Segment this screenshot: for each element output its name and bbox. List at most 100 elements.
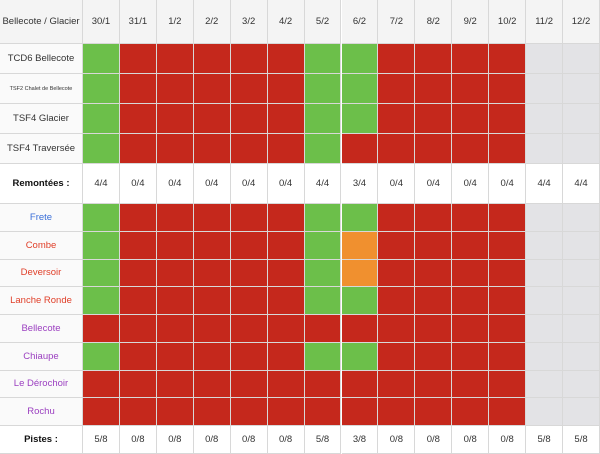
summary-value: 0/8 xyxy=(415,426,453,454)
status-cell xyxy=(452,204,490,232)
status-cell xyxy=(304,231,342,260)
status-cell xyxy=(452,259,490,288)
status-cell xyxy=(378,259,416,288)
status-cell xyxy=(341,231,379,260)
summary-value: 0/4 xyxy=(378,164,416,204)
status-cell xyxy=(415,259,453,288)
status-cell xyxy=(193,231,231,260)
status-cell xyxy=(230,134,268,164)
status-cell xyxy=(267,370,305,399)
summary-value: 5/8 xyxy=(563,426,600,454)
status-cell xyxy=(489,74,527,104)
status-cell xyxy=(489,342,527,371)
status-cell xyxy=(415,74,453,104)
status-cell xyxy=(156,74,194,104)
status-cell xyxy=(526,287,564,315)
status-cell xyxy=(452,315,490,343)
status-cell xyxy=(304,315,342,343)
status-cell xyxy=(378,231,416,260)
status-cell xyxy=(304,134,342,164)
status-cell xyxy=(267,231,305,260)
status-cell xyxy=(415,342,453,371)
status-cell xyxy=(267,259,305,288)
trail-name: Rochu xyxy=(0,398,83,426)
date-header: 31/1 xyxy=(119,0,157,44)
summary-label: Pistes : xyxy=(0,426,83,454)
status-cell xyxy=(83,342,120,371)
status-cell xyxy=(119,259,157,288)
status-cell xyxy=(193,398,231,426)
status-cell xyxy=(193,74,231,104)
status-cell xyxy=(452,231,490,260)
status-cell xyxy=(526,259,564,288)
status-cell xyxy=(452,44,490,74)
summary-value: 0/8 xyxy=(489,426,527,454)
summary-value: 0/4 xyxy=(119,164,157,204)
status-cell xyxy=(230,231,268,260)
status-cell xyxy=(119,134,157,164)
status-cell xyxy=(267,104,305,134)
status-cell xyxy=(304,204,342,232)
status-cell xyxy=(563,259,600,288)
date-header: 9/2 xyxy=(452,0,490,44)
status-cell xyxy=(378,204,416,232)
status-cell xyxy=(526,44,564,74)
status-cell xyxy=(489,104,527,134)
status-cell xyxy=(304,398,342,426)
status-cell xyxy=(341,287,379,315)
date-header: 12/2 xyxy=(563,0,600,44)
status-cell xyxy=(341,104,379,134)
status-cell xyxy=(119,204,157,232)
status-cell xyxy=(563,204,600,232)
status-cell xyxy=(119,231,157,260)
status-cell xyxy=(341,259,379,288)
status-cell xyxy=(193,315,231,343)
summary-value: 4/4 xyxy=(526,164,564,204)
status-cell xyxy=(341,134,379,164)
status-cell xyxy=(563,231,600,260)
status-cell xyxy=(563,74,600,104)
summary-value: 0/8 xyxy=(119,426,157,454)
summary-value: 0/8 xyxy=(378,426,416,454)
status-cell xyxy=(452,370,490,399)
status-cell xyxy=(452,134,490,164)
status-cell xyxy=(452,398,490,426)
status-cell xyxy=(452,287,490,315)
status-cell xyxy=(83,134,120,164)
status-cell xyxy=(563,398,600,426)
status-cell xyxy=(156,231,194,260)
summary-value: 0/8 xyxy=(193,426,231,454)
corner-label: Bellecote / Glacier xyxy=(0,0,83,44)
status-cell xyxy=(378,74,416,104)
status-cell xyxy=(489,259,527,288)
status-cell xyxy=(156,44,194,74)
status-cell xyxy=(156,204,194,232)
status-cell xyxy=(341,74,379,104)
status-cell xyxy=(452,342,490,371)
trail-name: Deversoir xyxy=(0,259,83,288)
status-cell xyxy=(230,370,268,399)
status-cell xyxy=(563,315,600,343)
summary-value: 0/8 xyxy=(230,426,268,454)
status-cell xyxy=(526,398,564,426)
status-cell xyxy=(230,315,268,343)
lift-name: TSF4 Glacier xyxy=(0,104,83,134)
status-cell xyxy=(83,74,120,104)
status-cell xyxy=(193,370,231,399)
summary-value: 5/8 xyxy=(83,426,120,454)
trail-name: Frete xyxy=(0,204,83,232)
status-cell xyxy=(119,315,157,343)
date-header: 7/2 xyxy=(378,0,416,44)
lift-name: TSF2 Chalet de Bellecote xyxy=(0,74,83,104)
summary-value: 3/4 xyxy=(341,164,379,204)
status-cell xyxy=(193,134,231,164)
summary-value: 5/8 xyxy=(526,426,564,454)
summary-value: 0/8 xyxy=(452,426,490,454)
status-cell xyxy=(563,104,600,134)
status-cell xyxy=(267,204,305,232)
status-cell xyxy=(83,370,120,399)
status-cell xyxy=(563,44,600,74)
status-cell xyxy=(341,315,379,343)
summary-value: 5/8 xyxy=(304,426,342,454)
summary-value: 0/4 xyxy=(193,164,231,204)
